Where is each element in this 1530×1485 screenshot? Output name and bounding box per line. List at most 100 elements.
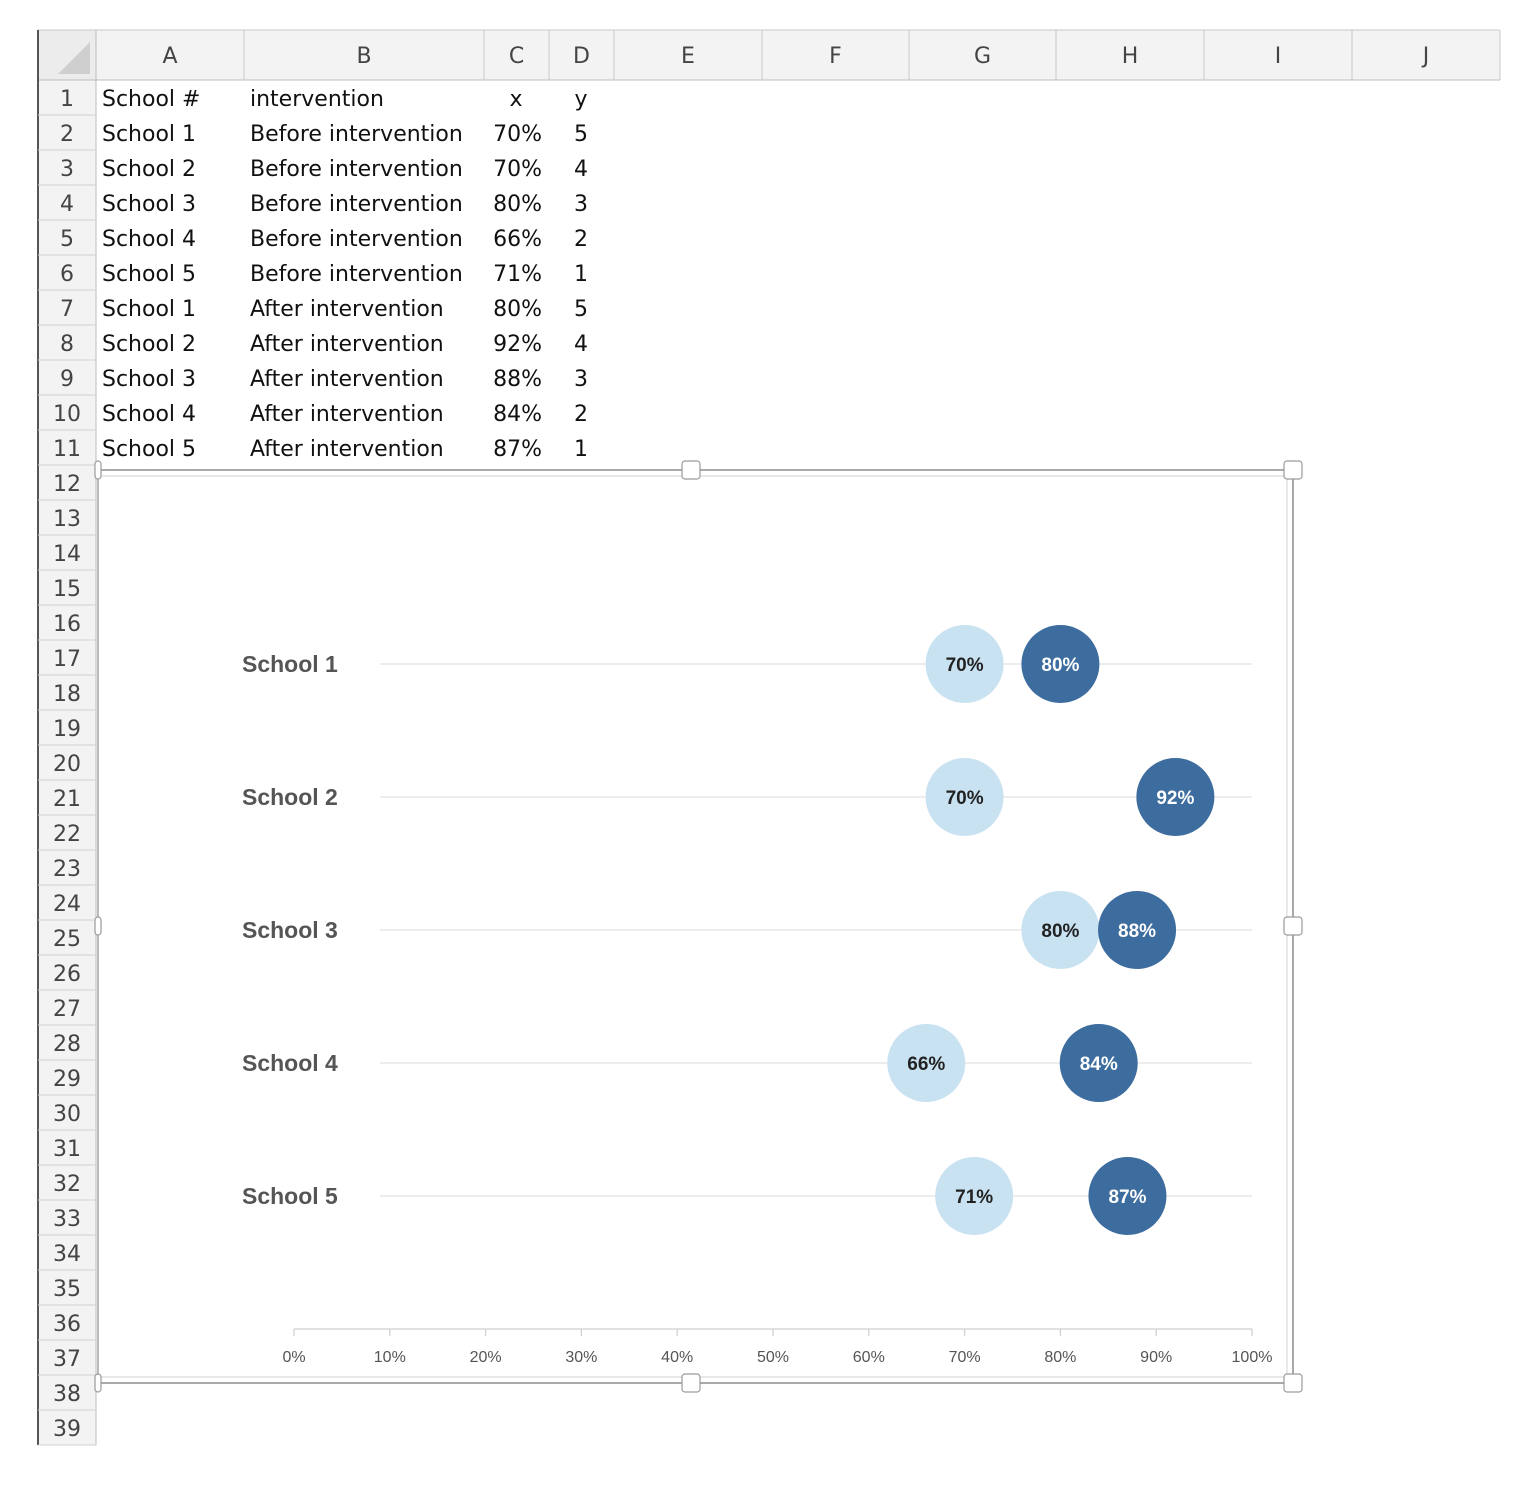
cell-a1[interactable]: School # xyxy=(102,87,200,112)
row-header-11[interactable]: 11 xyxy=(53,437,81,462)
cell-b4[interactable]: Before intervention xyxy=(250,192,463,217)
row-header-14[interactable]: 14 xyxy=(53,542,81,567)
cell-a5[interactable]: School 4 xyxy=(102,227,196,252)
cell-a3[interactable]: School 2 xyxy=(102,157,196,182)
column-header-g[interactable]: G xyxy=(974,44,991,69)
column-header-b[interactable]: B xyxy=(356,44,371,69)
data-point[interactable] xyxy=(1059,1024,1138,1102)
cell-b11[interactable]: After intervention xyxy=(250,437,444,462)
cell-d4[interactable]: 3 xyxy=(574,192,588,217)
cell-d9[interactable]: 3 xyxy=(574,367,588,392)
column-header-e[interactable]: E xyxy=(681,44,695,69)
cell-a8[interactable]: School 2 xyxy=(102,332,196,357)
row-header-34[interactable]: 34 xyxy=(53,1242,81,1267)
row-header-1[interactable]: 1 xyxy=(60,87,74,112)
cell-c11[interactable]: 87% xyxy=(493,437,542,462)
cell-b9[interactable]: After intervention xyxy=(250,367,444,392)
row-header-23[interactable]: 23 xyxy=(53,857,81,882)
data-point[interactable] xyxy=(887,1024,966,1102)
cell-b3[interactable]: Before intervention xyxy=(250,157,463,182)
cell-b2[interactable]: Before intervention xyxy=(250,122,463,147)
data-point[interactable] xyxy=(1098,891,1177,969)
cell-d1[interactable]: y xyxy=(574,87,587,112)
row-header-30[interactable]: 30 xyxy=(53,1102,81,1127)
cell-a9[interactable]: School 3 xyxy=(102,367,196,392)
column-header-d[interactable]: D xyxy=(573,44,590,69)
cell-c2[interactable]: 70% xyxy=(493,122,542,147)
resize-handle[interactable] xyxy=(1283,1373,1303,1393)
column-header-i[interactable]: I xyxy=(1275,44,1282,69)
column-header-f[interactable]: F xyxy=(829,44,842,69)
row-header-32[interactable]: 32 xyxy=(53,1172,81,1197)
row-header-20[interactable]: 20 xyxy=(53,752,81,777)
row-header-8[interactable]: 8 xyxy=(60,332,74,357)
resize-handle[interactable] xyxy=(681,460,701,480)
row-header-7[interactable]: 7 xyxy=(60,297,74,322)
cell-c6[interactable]: 71% xyxy=(493,262,542,287)
data-point[interactable] xyxy=(1021,891,1100,969)
column-header-a[interactable]: A xyxy=(162,44,177,69)
chart-resize-handles[interactable] xyxy=(94,460,1303,1393)
resize-handle[interactable] xyxy=(94,460,102,480)
cell-a4[interactable]: School 3 xyxy=(102,192,196,217)
row-header-6[interactable]: 6 xyxy=(60,262,74,287)
cell-a10[interactable]: School 4 xyxy=(102,402,196,427)
cell-b8[interactable]: After intervention xyxy=(250,332,444,357)
cell-d8[interactable]: 4 xyxy=(574,332,588,357)
cell-c1[interactable]: x xyxy=(509,87,522,112)
data-point[interactable] xyxy=(1088,1157,1167,1235)
row-header-16[interactable]: 16 xyxy=(53,612,81,637)
cell-c3[interactable]: 70% xyxy=(493,157,542,182)
column-header-h[interactable]: H xyxy=(1122,44,1139,69)
row-header-36[interactable]: 36 xyxy=(53,1312,81,1337)
row-header-17[interactable]: 17 xyxy=(53,647,81,672)
row-header-28[interactable]: 28 xyxy=(53,1032,81,1057)
data-point[interactable] xyxy=(1021,625,1100,703)
cell-d6[interactable]: 1 xyxy=(574,262,588,287)
row-header-25[interactable]: 25 xyxy=(53,927,81,952)
cell-d7[interactable]: 5 xyxy=(574,297,588,322)
resize-handle[interactable] xyxy=(1283,460,1303,480)
row-header-35[interactable]: 35 xyxy=(53,1277,81,1302)
row-header-12[interactable]: 12 xyxy=(53,472,81,497)
cell-a7[interactable]: School 1 xyxy=(102,297,196,322)
cell-c7[interactable]: 80% xyxy=(493,297,542,322)
data-point[interactable] xyxy=(1136,758,1215,836)
row-header-26[interactable]: 26 xyxy=(53,962,81,987)
resize-handle[interactable] xyxy=(94,916,102,936)
cell-d10[interactable]: 2 xyxy=(574,402,588,427)
row-header-38[interactable]: 38 xyxy=(53,1382,81,1407)
data-point[interactable] xyxy=(925,625,1004,703)
cell-c4[interactable]: 80% xyxy=(493,192,542,217)
cell-a2[interactable]: School 1 xyxy=(102,122,196,147)
row-header-15[interactable]: 15 xyxy=(53,577,81,602)
cell-c10[interactable]: 84% xyxy=(493,402,542,427)
resize-handle[interactable] xyxy=(1283,916,1303,936)
cell-b1[interactable]: intervention xyxy=(250,87,384,112)
row-header-18[interactable]: 18 xyxy=(53,682,81,707)
row-header-33[interactable]: 33 xyxy=(53,1207,81,1232)
cell-b6[interactable]: Before intervention xyxy=(250,262,463,287)
row-header-21[interactable]: 21 xyxy=(53,787,81,812)
row-header-9[interactable]: 9 xyxy=(60,367,74,392)
row-header-37[interactable]: 37 xyxy=(53,1347,81,1372)
cell-b10[interactable]: After intervention xyxy=(250,402,444,427)
column-header-c[interactable]: C xyxy=(509,44,524,69)
row-header-22[interactable]: 22 xyxy=(53,822,81,847)
row-header-39[interactable]: 39 xyxy=(53,1417,81,1442)
cell-a11[interactable]: School 5 xyxy=(102,437,196,462)
row-header-24[interactable]: 24 xyxy=(53,892,81,917)
cell-c5[interactable]: 66% xyxy=(493,227,542,252)
cell-b7[interactable]: After intervention xyxy=(250,297,444,322)
data-point[interactable] xyxy=(925,758,1004,836)
row-header-10[interactable]: 10 xyxy=(53,402,81,427)
cell-d2[interactable]: 5 xyxy=(574,122,588,147)
data-point[interactable] xyxy=(935,1157,1014,1235)
row-header-13[interactable]: 13 xyxy=(53,507,81,532)
row-header-19[interactable]: 19 xyxy=(53,717,81,742)
resize-handle[interactable] xyxy=(94,1373,102,1393)
row-header-27[interactable]: 27 xyxy=(53,997,81,1022)
row-header-31[interactable]: 31 xyxy=(53,1137,81,1162)
row-header-4[interactable]: 4 xyxy=(60,192,74,217)
resize-handle[interactable] xyxy=(681,1373,701,1393)
